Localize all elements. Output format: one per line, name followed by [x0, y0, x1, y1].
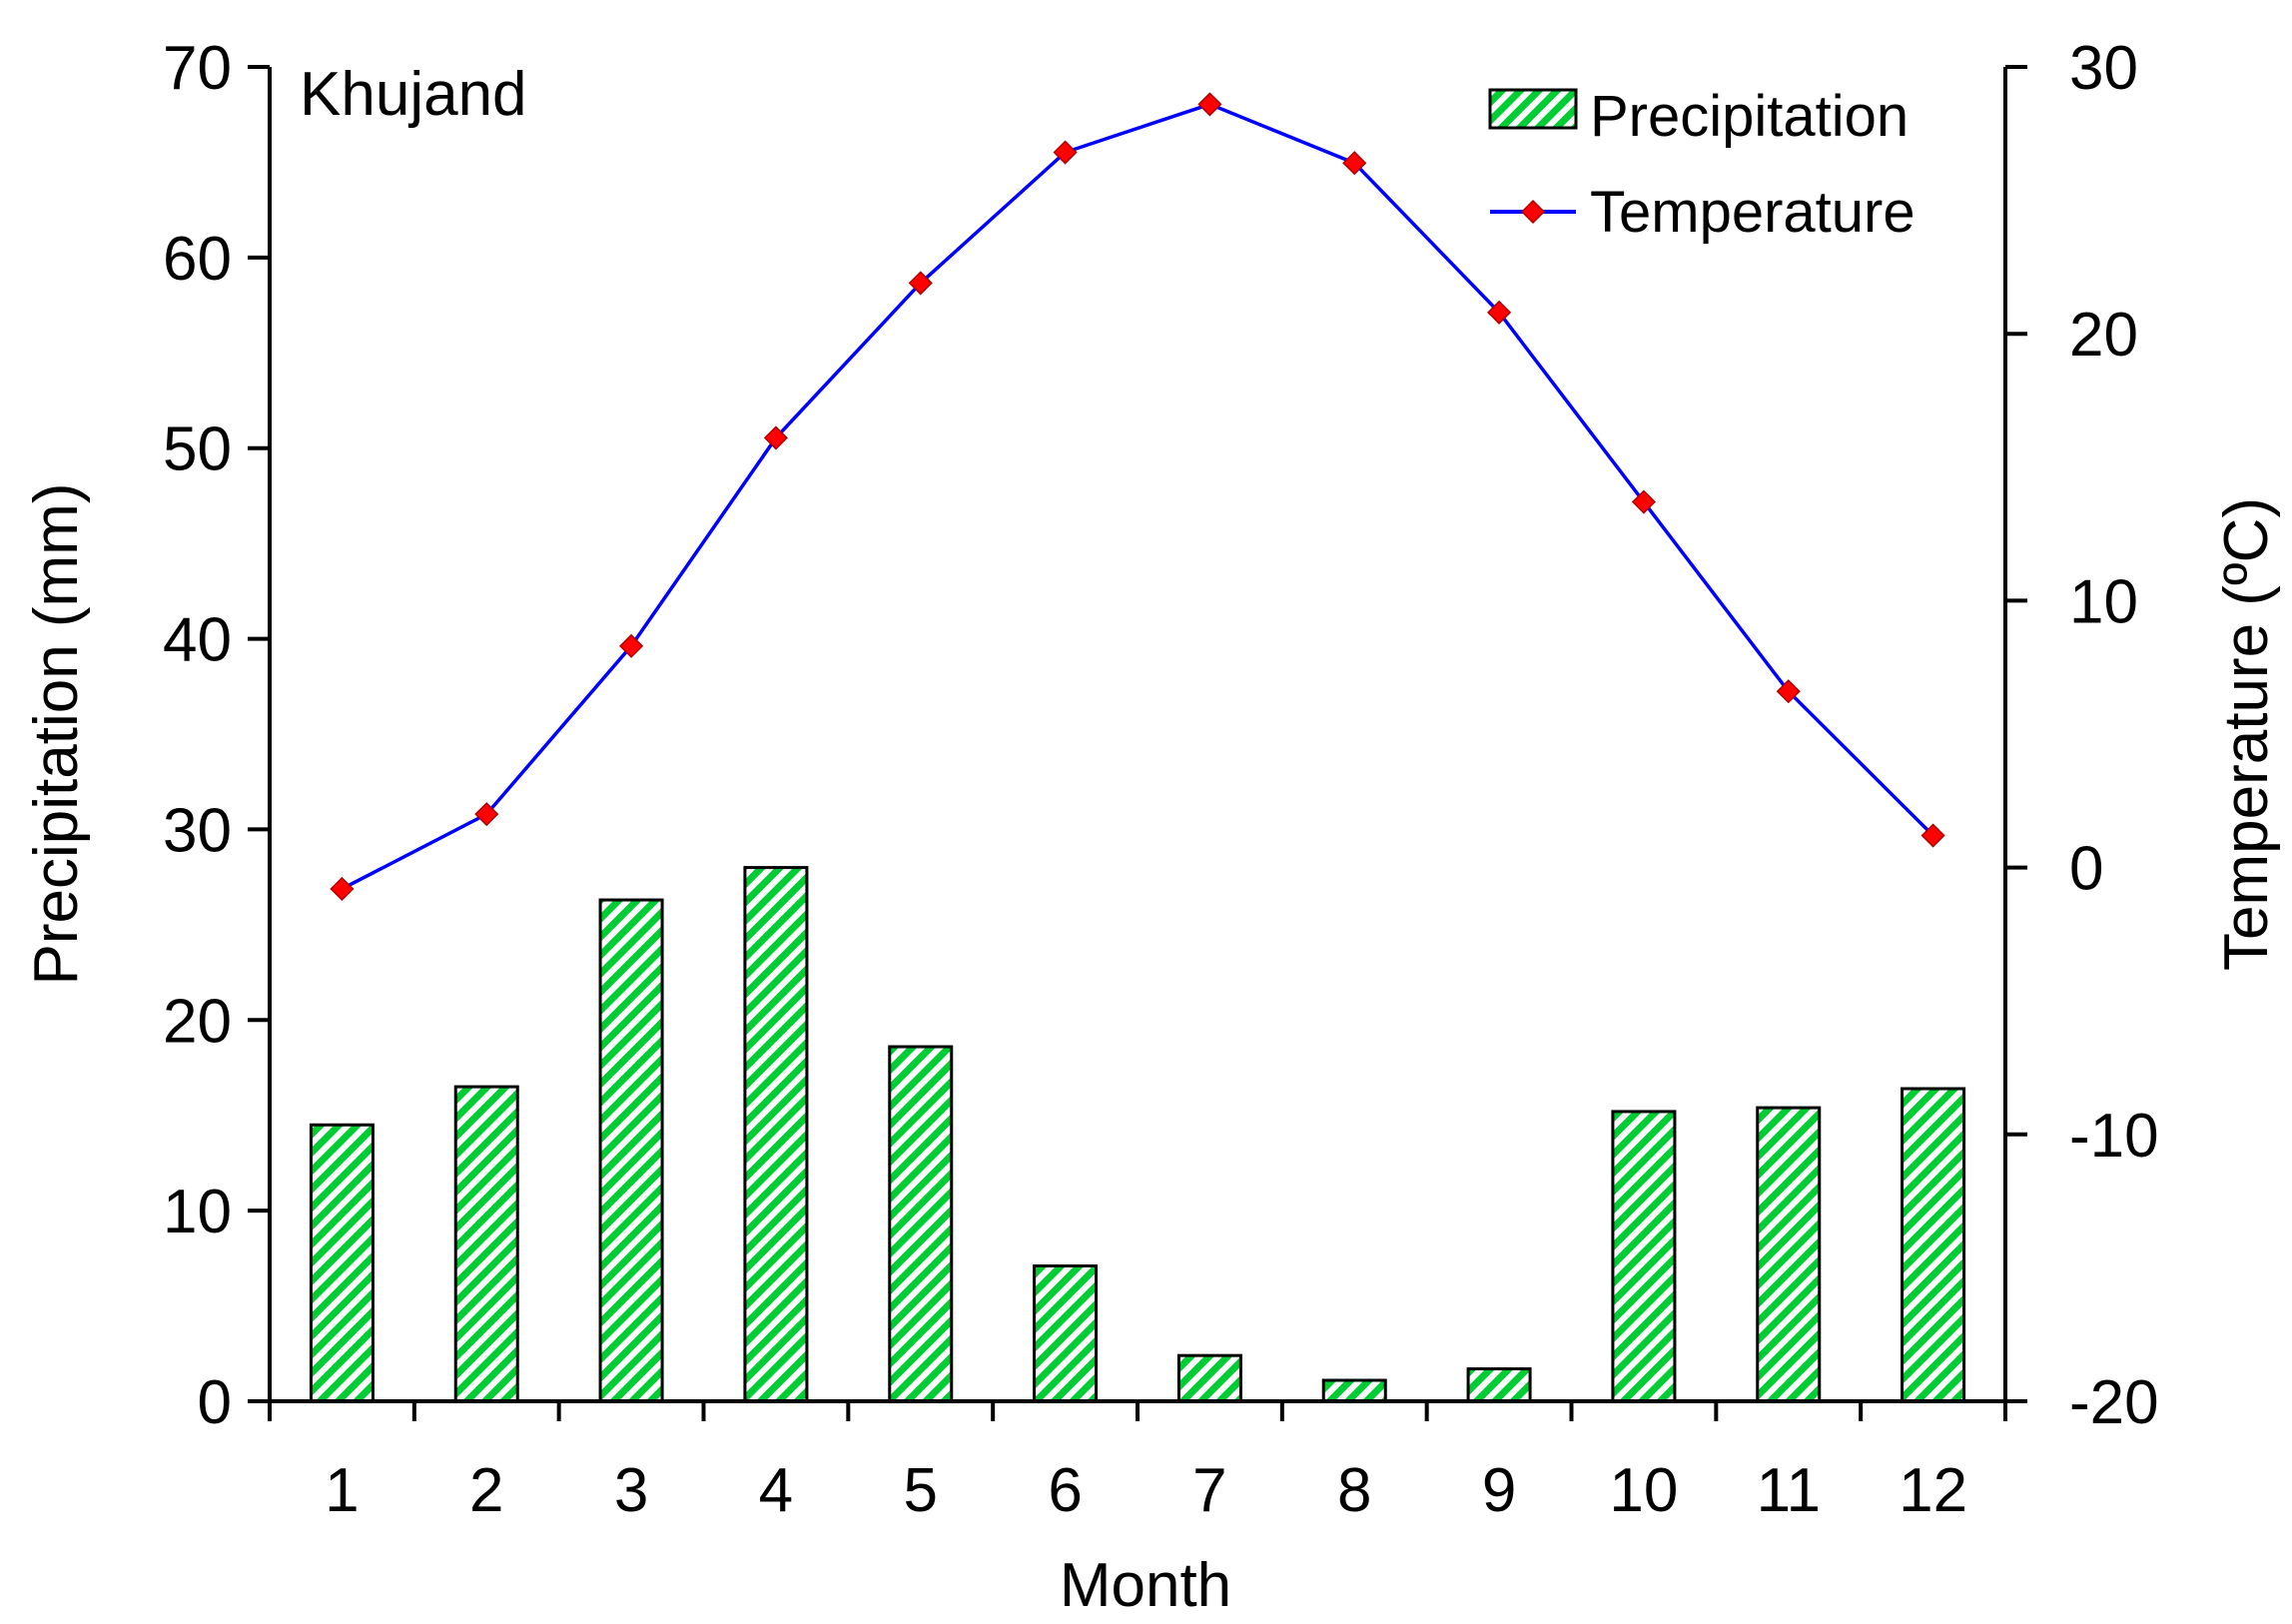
x-tick-label-4: 4 [759, 1456, 793, 1525]
left-tick-label-20: 20 [163, 987, 232, 1056]
precipitation-bar-6 [1033, 1263, 1099, 1403]
right-tick-label--10: -10 [2069, 1102, 2159, 1171]
temperature-point-9 [1487, 300, 1512, 325]
x-tick-label-5: 5 [904, 1456, 938, 1525]
precipitation-bar-11 [1756, 1106, 1822, 1403]
temperature-point-5 [908, 271, 933, 296]
temperature-point-7 [1197, 92, 1222, 117]
x-tick-label-9: 9 [1482, 1456, 1516, 1525]
x-tick-label-12: 12 [1899, 1456, 1967, 1525]
precipitation-bar-1 [309, 1123, 375, 1403]
temperature-point-2 [474, 802, 499, 827]
precipitation-bar-9 [1466, 1367, 1532, 1403]
right-tick-label-0: 0 [2069, 835, 2103, 904]
precipitation-bar-7 [1176, 1353, 1242, 1403]
precipitation-bar-2 [453, 1085, 519, 1403]
right-tick-label-10: 10 [2069, 567, 2138, 636]
left-tick-label-40: 40 [163, 606, 232, 675]
legend: Precipitation Temperature [1488, 84, 1915, 245]
precipitation-bar-3 [598, 898, 664, 1403]
temperature-point-12 [1920, 823, 1945, 848]
precipitation-bar-4 [743, 866, 809, 1403]
legend-temperature-label: Temperature [1590, 180, 1915, 245]
right-tick-label-30: 30 [2069, 34, 2138, 103]
right-tick-label--20: -20 [2069, 1368, 2159, 1437]
precipitation-bar-10 [1611, 1110, 1677, 1403]
left-tick-label-30: 30 [163, 796, 232, 865]
temperature-point-6 [1053, 140, 1078, 165]
precipitation-bar-5 [888, 1045, 954, 1403]
x-tick-label-2: 2 [469, 1456, 503, 1525]
right-tick-label-20: 20 [2069, 301, 2138, 370]
precipitation-bar-12 [1901, 1087, 1966, 1403]
precipitation-bar-8 [1321, 1378, 1387, 1403]
legend-precipitation-swatch [1488, 88, 1578, 130]
temperature-point-3 [619, 633, 644, 658]
temperature-point-11 [1776, 679, 1801, 704]
x-tick-label-8: 8 [1337, 1456, 1371, 1525]
temperature-point-1 [330, 876, 355, 902]
temperature-point-10 [1631, 489, 1656, 514]
left-tick-label-60: 60 [163, 225, 232, 294]
axes [248, 65, 2027, 1421]
temperature-line [341, 102, 1934, 891]
left-tick-label-10: 10 [163, 1178, 232, 1246]
x-tick-label-10: 10 [1609, 1456, 1678, 1525]
x-tick-label-11: 11 [1757, 1456, 1821, 1525]
y-axis-right-title: Temperature (ºC) [2212, 497, 2281, 971]
left-tick-label-50: 50 [163, 415, 232, 484]
temperature-point-8 [1342, 151, 1367, 176]
station-label: Khujand [300, 60, 527, 129]
legend-precipitation-label: Precipitation [1590, 84, 1909, 149]
left-tick-label-0: 0 [198, 1368, 232, 1437]
precipitation-bars [309, 866, 1966, 1403]
y-axis-left-title: Precipitation (mm) [22, 483, 91, 986]
temperature-series [330, 92, 1945, 902]
x-axis-title: Month [1060, 1551, 1231, 1620]
temperature-point-4 [763, 425, 788, 450]
legend-temperature-marker [1520, 199, 1546, 225]
x-tick-label-1: 1 [325, 1456, 359, 1525]
x-tick-label-7: 7 [1192, 1456, 1226, 1525]
left-tick-label-70: 70 [163, 34, 232, 103]
x-tick-label-6: 6 [1048, 1456, 1082, 1525]
x-tick-label-3: 3 [614, 1456, 648, 1525]
